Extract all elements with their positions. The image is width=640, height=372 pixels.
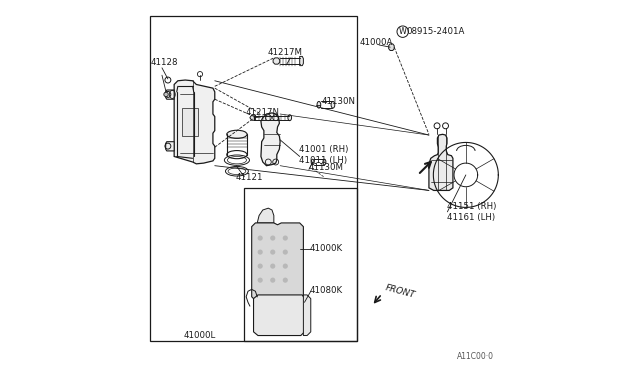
- Polygon shape: [261, 113, 280, 166]
- Polygon shape: [388, 44, 394, 51]
- Polygon shape: [273, 58, 280, 64]
- Text: 41128: 41128: [150, 58, 178, 67]
- Polygon shape: [252, 223, 303, 301]
- Text: 41121: 41121: [235, 173, 262, 182]
- Ellipse shape: [317, 102, 321, 108]
- Ellipse shape: [323, 159, 326, 165]
- Text: 41080K: 41080K: [310, 286, 343, 295]
- Ellipse shape: [288, 115, 292, 121]
- Text: W: W: [399, 27, 406, 36]
- Text: FRONT: FRONT: [385, 283, 417, 299]
- Text: 41130N: 41130N: [322, 97, 356, 106]
- Polygon shape: [166, 142, 174, 151]
- Circle shape: [283, 235, 288, 241]
- Bar: [150, 16, 357, 341]
- Circle shape: [258, 278, 263, 283]
- Circle shape: [258, 250, 263, 255]
- Circle shape: [283, 250, 288, 255]
- Circle shape: [283, 278, 288, 283]
- Polygon shape: [250, 115, 255, 120]
- Circle shape: [258, 235, 263, 241]
- Text: 41011 (LH): 41011 (LH): [299, 155, 347, 165]
- Text: 41151 (RH): 41151 (RH): [447, 202, 497, 211]
- Polygon shape: [174, 80, 215, 164]
- Text: 08915-2401A: 08915-2401A: [406, 27, 465, 36]
- Circle shape: [270, 263, 275, 269]
- Text: 41217M: 41217M: [268, 48, 303, 57]
- Text: 41000L: 41000L: [184, 331, 216, 340]
- Text: 41000A: 41000A: [360, 38, 393, 47]
- Circle shape: [270, 235, 275, 241]
- Circle shape: [270, 250, 275, 255]
- Bar: [244, 188, 357, 341]
- Text: 41217N: 41217N: [245, 108, 280, 117]
- Text: 41001 (RH): 41001 (RH): [299, 145, 348, 154]
- Circle shape: [258, 263, 263, 269]
- Circle shape: [283, 263, 288, 269]
- Text: 41130M: 41130M: [308, 163, 343, 172]
- Polygon shape: [166, 90, 174, 99]
- Text: 41161 (LH): 41161 (LH): [447, 213, 495, 222]
- Ellipse shape: [331, 102, 335, 108]
- Ellipse shape: [311, 159, 314, 165]
- Circle shape: [270, 278, 275, 283]
- Ellipse shape: [227, 130, 247, 138]
- Polygon shape: [303, 295, 311, 336]
- Circle shape: [164, 92, 168, 97]
- Polygon shape: [257, 208, 274, 223]
- Polygon shape: [253, 295, 305, 336]
- Bar: [182, 109, 198, 136]
- Polygon shape: [300, 57, 303, 65]
- Polygon shape: [429, 134, 453, 190]
- Text: 41000K: 41000K: [310, 244, 343, 253]
- Text: A11C00·0: A11C00·0: [456, 352, 493, 361]
